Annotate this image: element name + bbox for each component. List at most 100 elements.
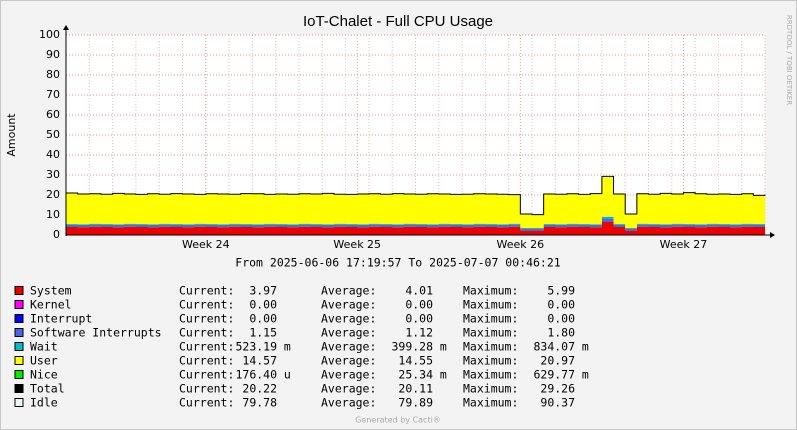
legend-value: 0.00 bbox=[405, 298, 433, 312]
legend-value: 834.07 m bbox=[533, 340, 588, 354]
legend-value: 14.55 bbox=[398, 354, 433, 368]
legend-name: User bbox=[30, 354, 58, 368]
legend-label: Current: bbox=[179, 312, 234, 326]
legend-value: 5.99 bbox=[547, 284, 575, 298]
y-tick-label: 60 bbox=[46, 108, 60, 121]
legend-swatch bbox=[14, 384, 24, 393]
legend-value: 629.77 m bbox=[533, 368, 588, 382]
legend-swatch bbox=[14, 370, 24, 379]
legend-name: Kernel bbox=[30, 298, 72, 312]
x-axis-arrow bbox=[770, 232, 775, 238]
legend-name: Software Interrupts bbox=[30, 326, 162, 340]
legend-swatch bbox=[14, 328, 24, 337]
legend-label: Maximum: bbox=[463, 326, 518, 340]
legend-value: 25.34 m bbox=[398, 368, 447, 382]
legend-swatch bbox=[14, 300, 24, 309]
x-tick-label: Week 27 bbox=[660, 238, 708, 251]
legend-label: Average: bbox=[321, 326, 376, 340]
y-axis-label: Amount bbox=[5, 113, 18, 157]
legend-value: 29.26 bbox=[540, 382, 575, 396]
legend-value: 79.78 bbox=[242, 396, 277, 410]
legend-label: Current: bbox=[179, 284, 234, 298]
legend-value: 523.19 m bbox=[235, 340, 290, 354]
y-tick-label: 40 bbox=[46, 148, 60, 161]
legend-label: Maximum: bbox=[463, 298, 518, 312]
legend-label: Maximum: bbox=[463, 396, 518, 410]
y-tick-label: 10 bbox=[46, 208, 60, 221]
legend-value: 0.00 bbox=[547, 298, 575, 312]
legend-name: Nice bbox=[30, 368, 58, 382]
legend-value: 0.00 bbox=[249, 312, 277, 326]
legend-label: Current: bbox=[179, 382, 234, 396]
x-tick-label: Week 26 bbox=[497, 238, 545, 251]
legend-swatch bbox=[14, 356, 24, 365]
legend-label: Maximum: bbox=[463, 354, 518, 368]
legend-value: 176.40 u bbox=[235, 368, 290, 382]
legend: System Current: 3.97 Average: 4.01 Maximum: 5.… bbox=[14, 284, 589, 410]
legend-label: Average: bbox=[321, 312, 376, 326]
legend-label: Average: bbox=[321, 368, 376, 382]
legend-label: Maximum: bbox=[463, 284, 518, 298]
legend-value: 0.00 bbox=[249, 298, 277, 312]
legend-value: 1.12 bbox=[405, 326, 433, 340]
legend-label: Current: bbox=[179, 340, 234, 354]
legend-value: 79.89 bbox=[398, 396, 433, 410]
subtitle: From 2025-06-06 17:19:57 To 2025-07-07 0… bbox=[235, 256, 560, 270]
legend-value: 90.37 bbox=[540, 396, 575, 410]
legend-value: 1.80 bbox=[547, 326, 575, 340]
legend-label: Maximum: bbox=[463, 312, 518, 326]
x-tick-label: Week 24 bbox=[182, 238, 230, 251]
legend-label: Current: bbox=[179, 326, 234, 340]
y-axis-arrow bbox=[63, 25, 69, 30]
legend-value: 20.97 bbox=[540, 354, 575, 368]
legend-swatch bbox=[14, 314, 24, 323]
x-tick-label: Week 25 bbox=[333, 238, 381, 251]
areas bbox=[66, 175, 766, 235]
legend-label: Current: bbox=[179, 368, 234, 382]
legend-label: Average: bbox=[321, 354, 376, 368]
legend-value: 20.11 bbox=[398, 382, 433, 396]
legend-label: Current: bbox=[179, 298, 234, 312]
chart-title: IoT-Chalet - Full CPU Usage bbox=[303, 13, 493, 30]
legend-value: 14.57 bbox=[242, 354, 277, 368]
legend-name: Interrupt bbox=[30, 312, 92, 326]
legend-name: Wait bbox=[30, 340, 58, 354]
y-tick-label: 100 bbox=[39, 28, 60, 41]
y-tick-label: 80 bbox=[46, 68, 60, 81]
area bbox=[66, 176, 765, 228]
legend-value: 1.15 bbox=[249, 326, 277, 340]
legend-label: Average: bbox=[321, 284, 376, 298]
y-tick-label: 90 bbox=[46, 48, 60, 61]
legend-name: System bbox=[30, 284, 72, 298]
y-tick-label: 50 bbox=[46, 128, 60, 141]
legend-label: Maximum: bbox=[463, 382, 518, 396]
legend-label: Current: bbox=[179, 396, 234, 410]
legend-name: Idle bbox=[30, 396, 58, 410]
legend-value: 0.00 bbox=[547, 312, 575, 326]
legend-value: 3.97 bbox=[249, 284, 277, 298]
y-tick-label: 20 bbox=[46, 188, 60, 201]
legend-label: Average: bbox=[321, 298, 376, 312]
line bbox=[66, 175, 766, 216]
area bbox=[66, 222, 765, 235]
axes: 0 10 20 30 40 50 60 70 80 90 100 Week 24 Week 25 Week… bbox=[39, 25, 775, 251]
legend-label: Average: bbox=[321, 396, 376, 410]
legend-value: 399.28 m bbox=[391, 340, 446, 354]
legend-value: 0.00 bbox=[405, 312, 433, 326]
legend-swatch bbox=[14, 398, 24, 407]
legend-swatch bbox=[14, 342, 24, 351]
watermark: RRDTOOL / TOBI OETIKER bbox=[785, 15, 793, 105]
legend-label: Maximum: bbox=[463, 368, 518, 382]
y-tick-label: 30 bbox=[46, 168, 60, 181]
legend-label: Average: bbox=[321, 340, 376, 354]
legend-value: 20.22 bbox=[242, 382, 277, 396]
legend-value: 4.01 bbox=[405, 284, 433, 298]
legend-name: Total bbox=[30, 382, 65, 396]
legend-label: Average: bbox=[321, 382, 376, 396]
legend-label: Maximum: bbox=[463, 340, 518, 354]
y-tick-label: 0 bbox=[53, 228, 60, 241]
legend-swatch bbox=[14, 286, 24, 295]
y-tick-label: 70 bbox=[46, 88, 60, 101]
